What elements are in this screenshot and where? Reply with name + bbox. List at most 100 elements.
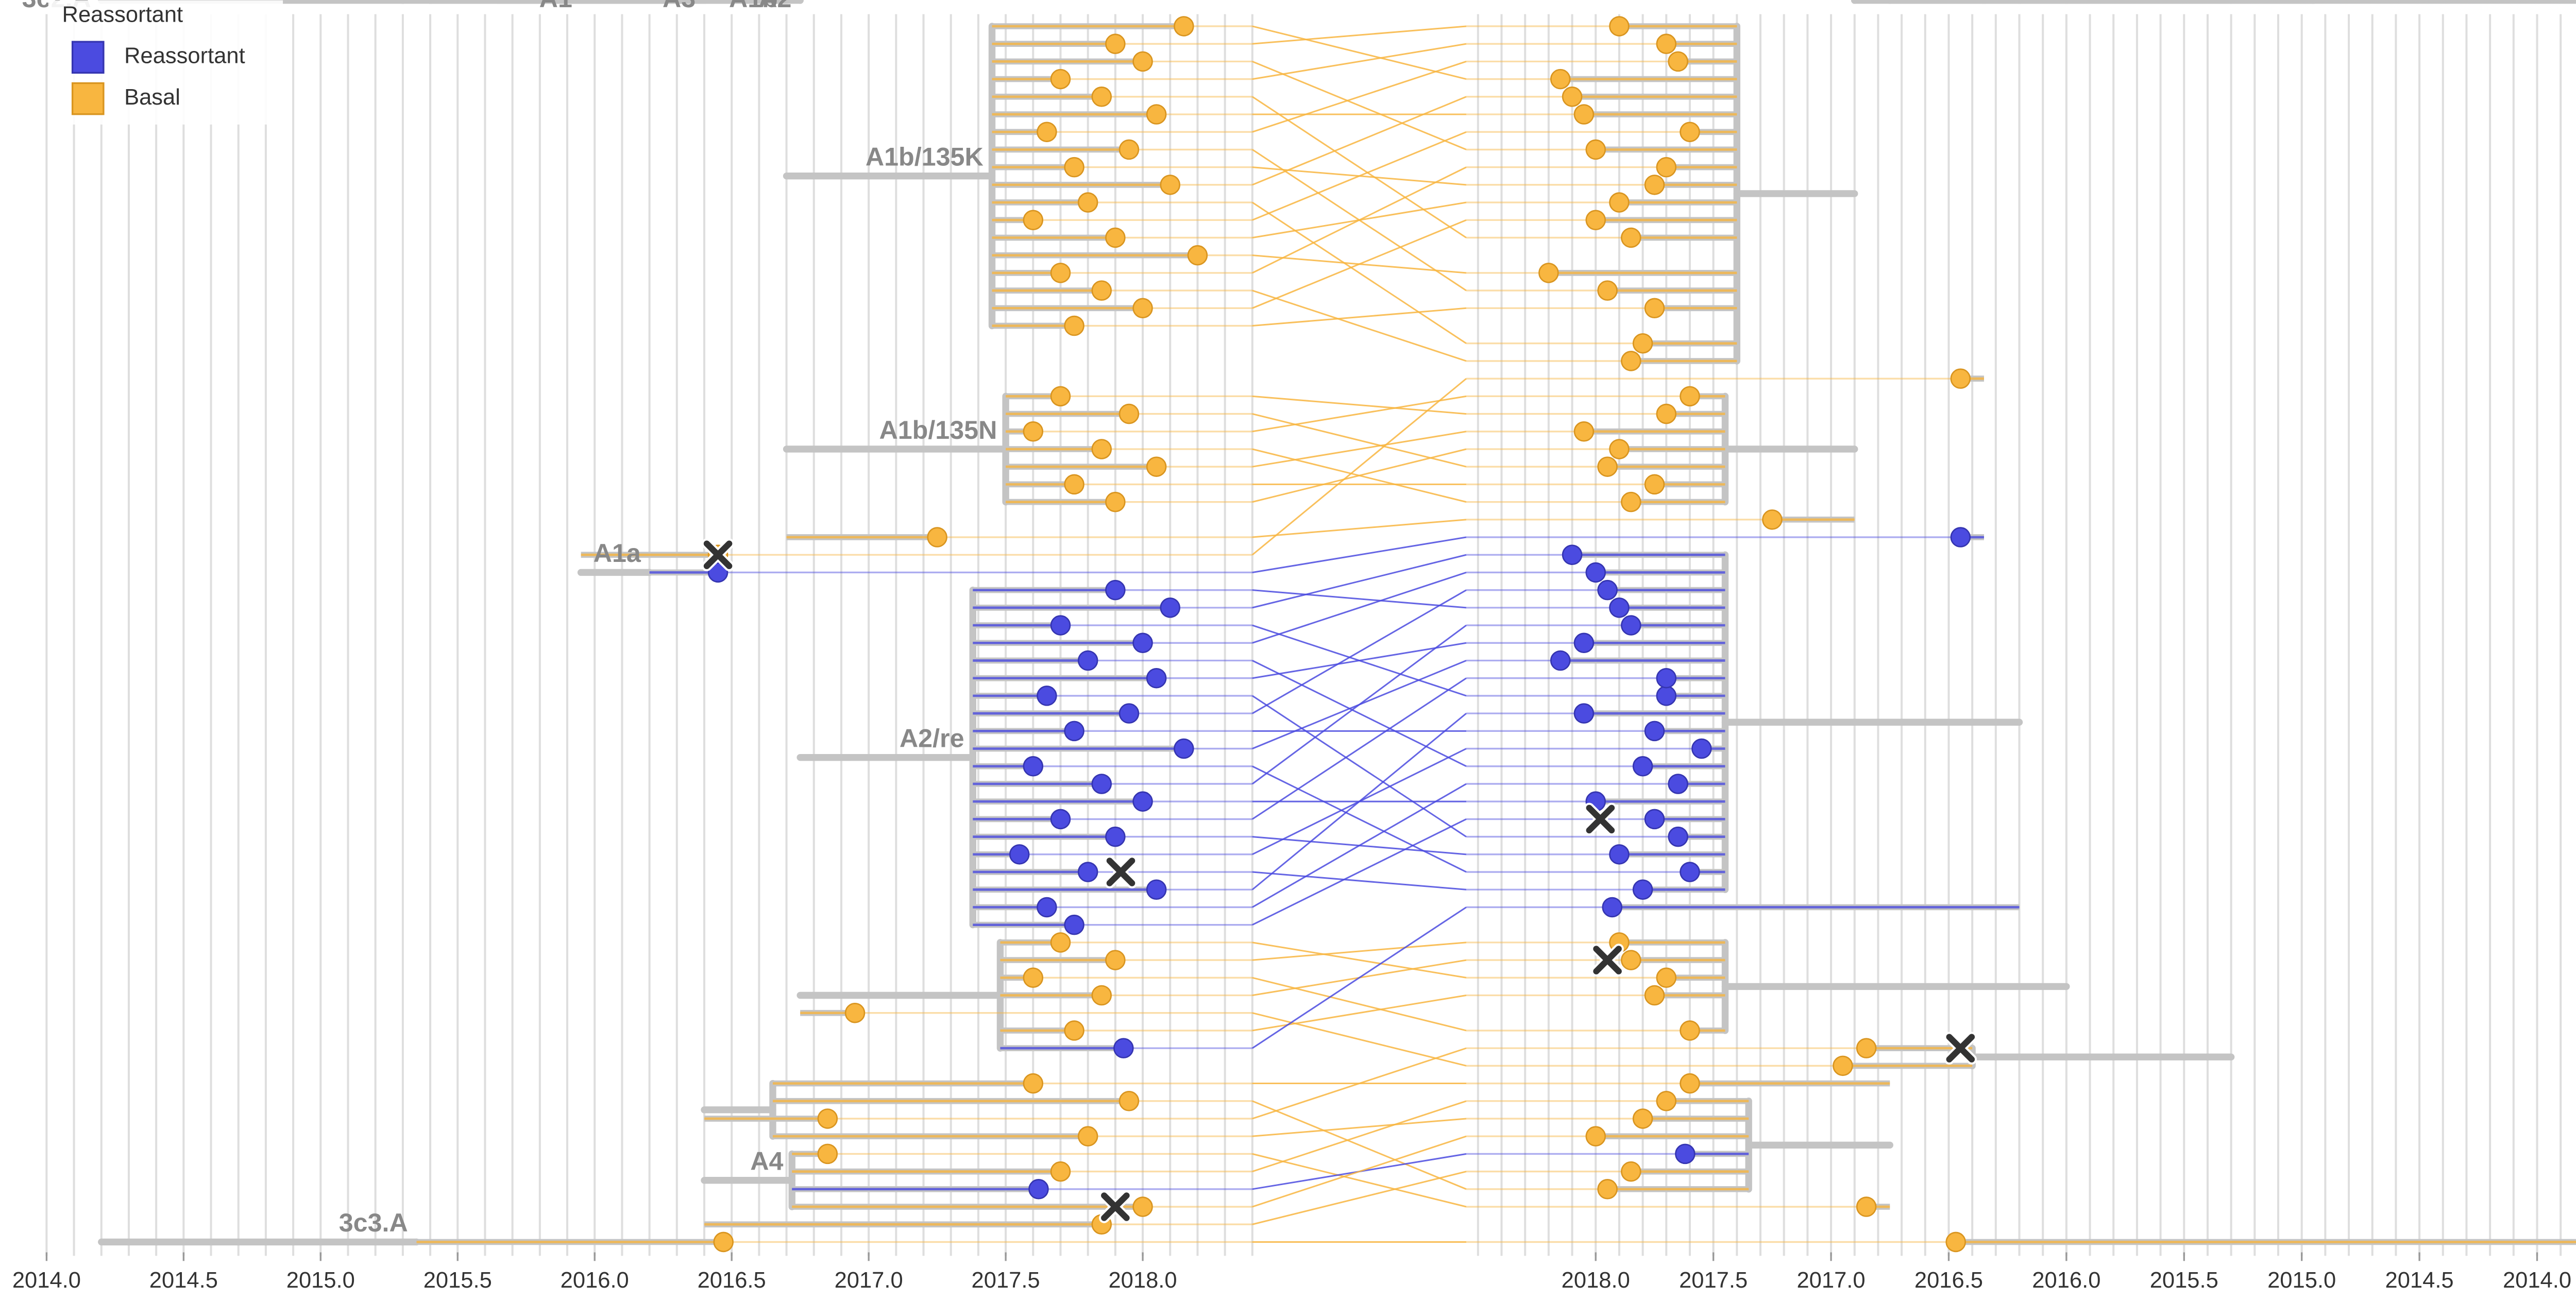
tip bbox=[1644, 721, 1665, 742]
clade-label: A1 bbox=[539, 0, 572, 13]
tangle-line bbox=[1252, 1047, 1467, 1120]
tip bbox=[1609, 16, 1630, 37]
marker-x bbox=[1106, 858, 1136, 886]
tip bbox=[1562, 87, 1583, 107]
tip bbox=[1644, 985, 1665, 1006]
tangle-line bbox=[1251, 378, 1467, 556]
tangle-line bbox=[1252, 995, 1467, 1032]
tip bbox=[1597, 579, 1618, 601]
clade-label: A1a bbox=[594, 539, 641, 568]
tip bbox=[1064, 1020, 1084, 1041]
tangle-line bbox=[1252, 219, 1467, 309]
tangle-line bbox=[1251, 695, 1467, 837]
tip bbox=[1050, 1161, 1071, 1182]
tangle-line bbox=[1251, 677, 1467, 820]
tangle-line bbox=[1252, 783, 1467, 908]
tip bbox=[1691, 738, 1712, 759]
tangle-line bbox=[1252, 448, 1467, 503]
tangle-line bbox=[1252, 765, 1467, 873]
x-tick-label: 2017.5 bbox=[972, 1268, 1040, 1293]
tip bbox=[1644, 809, 1665, 830]
tangle-line bbox=[1252, 589, 1467, 714]
tip bbox=[1680, 1073, 1700, 1094]
marker-x bbox=[1593, 946, 1622, 974]
tip bbox=[1105, 33, 1126, 54]
tip bbox=[1644, 474, 1665, 495]
tip bbox=[1105, 579, 1126, 601]
tip bbox=[1091, 985, 1112, 1006]
marker-x bbox=[703, 540, 733, 570]
tip bbox=[1023, 1073, 1044, 1094]
tangle-line bbox=[1252, 642, 1467, 679]
tangle-line bbox=[1252, 536, 1467, 573]
tip bbox=[707, 562, 728, 583]
tip bbox=[1118, 1091, 1140, 1111]
tip bbox=[1023, 756, 1044, 777]
tip bbox=[1187, 245, 1208, 266]
tip bbox=[1146, 456, 1167, 477]
marker-x bbox=[1101, 1192, 1130, 1221]
tip bbox=[1105, 826, 1126, 847]
clade-label: A2 bbox=[758, 0, 791, 13]
tip bbox=[1132, 298, 1153, 319]
tip bbox=[1538, 263, 1559, 283]
tangle-line bbox=[1251, 624, 1467, 785]
tip bbox=[1113, 1038, 1134, 1058]
tip bbox=[1023, 421, 1044, 442]
tip bbox=[1609, 439, 1630, 459]
tangle-line bbox=[1252, 395, 1467, 415]
tip bbox=[1609, 844, 1630, 865]
clade-label: A1b/135K bbox=[866, 143, 984, 172]
tip bbox=[1118, 139, 1140, 160]
tip bbox=[1091, 774, 1112, 794]
tip bbox=[1037, 897, 1057, 918]
x-tick-label: 2015.0 bbox=[286, 1268, 355, 1293]
tip bbox=[1132, 791, 1153, 812]
tangle-line bbox=[1251, 201, 1467, 344]
tangle-line bbox=[1252, 818, 1467, 926]
tip bbox=[1037, 122, 1057, 142]
clade-label: 3c3.A bbox=[339, 1208, 408, 1237]
tip bbox=[713, 1231, 734, 1253]
tip bbox=[1160, 175, 1180, 195]
x-tick-label: 2015.5 bbox=[2150, 1268, 2218, 1293]
tip bbox=[1602, 897, 1622, 918]
tangle-line bbox=[1252, 589, 1467, 609]
legend-swatch bbox=[71, 41, 105, 74]
legend-label: Basal bbox=[124, 85, 180, 110]
tip bbox=[1597, 280, 1618, 301]
tip bbox=[1050, 809, 1071, 830]
clade-label: A4 bbox=[750, 1146, 783, 1175]
tangle-line bbox=[1252, 96, 1467, 186]
tip bbox=[1118, 703, 1140, 724]
tip bbox=[1077, 862, 1098, 882]
tip bbox=[1050, 263, 1071, 283]
tip bbox=[1077, 1126, 1098, 1146]
tip bbox=[1550, 69, 1571, 90]
tip bbox=[1632, 879, 1653, 900]
tangle-line bbox=[1252, 25, 1467, 80]
tangle-line bbox=[1252, 131, 1467, 221]
tip bbox=[1668, 826, 1688, 847]
tip bbox=[1632, 756, 1653, 777]
tangle-line bbox=[1252, 977, 1467, 1032]
tip bbox=[1680, 122, 1700, 142]
tip bbox=[1656, 686, 1677, 706]
tip bbox=[1091, 280, 1112, 301]
tip bbox=[1132, 51, 1153, 72]
tip bbox=[1132, 1196, 1153, 1217]
grid bbox=[45, 14, 2562, 1261]
tangle-line bbox=[1251, 906, 1467, 1049]
tip bbox=[1585, 1126, 1606, 1146]
tip bbox=[927, 527, 947, 547]
tip bbox=[1950, 368, 1971, 389]
tip bbox=[1105, 491, 1126, 512]
tangle-line bbox=[1252, 166, 1467, 274]
tip bbox=[1680, 1020, 1700, 1041]
tip bbox=[1620, 615, 1641, 636]
tip bbox=[1597, 1179, 1618, 1200]
tip bbox=[1668, 774, 1688, 794]
tip bbox=[1160, 597, 1180, 618]
tip bbox=[1050, 932, 1071, 953]
tip bbox=[1573, 104, 1595, 125]
